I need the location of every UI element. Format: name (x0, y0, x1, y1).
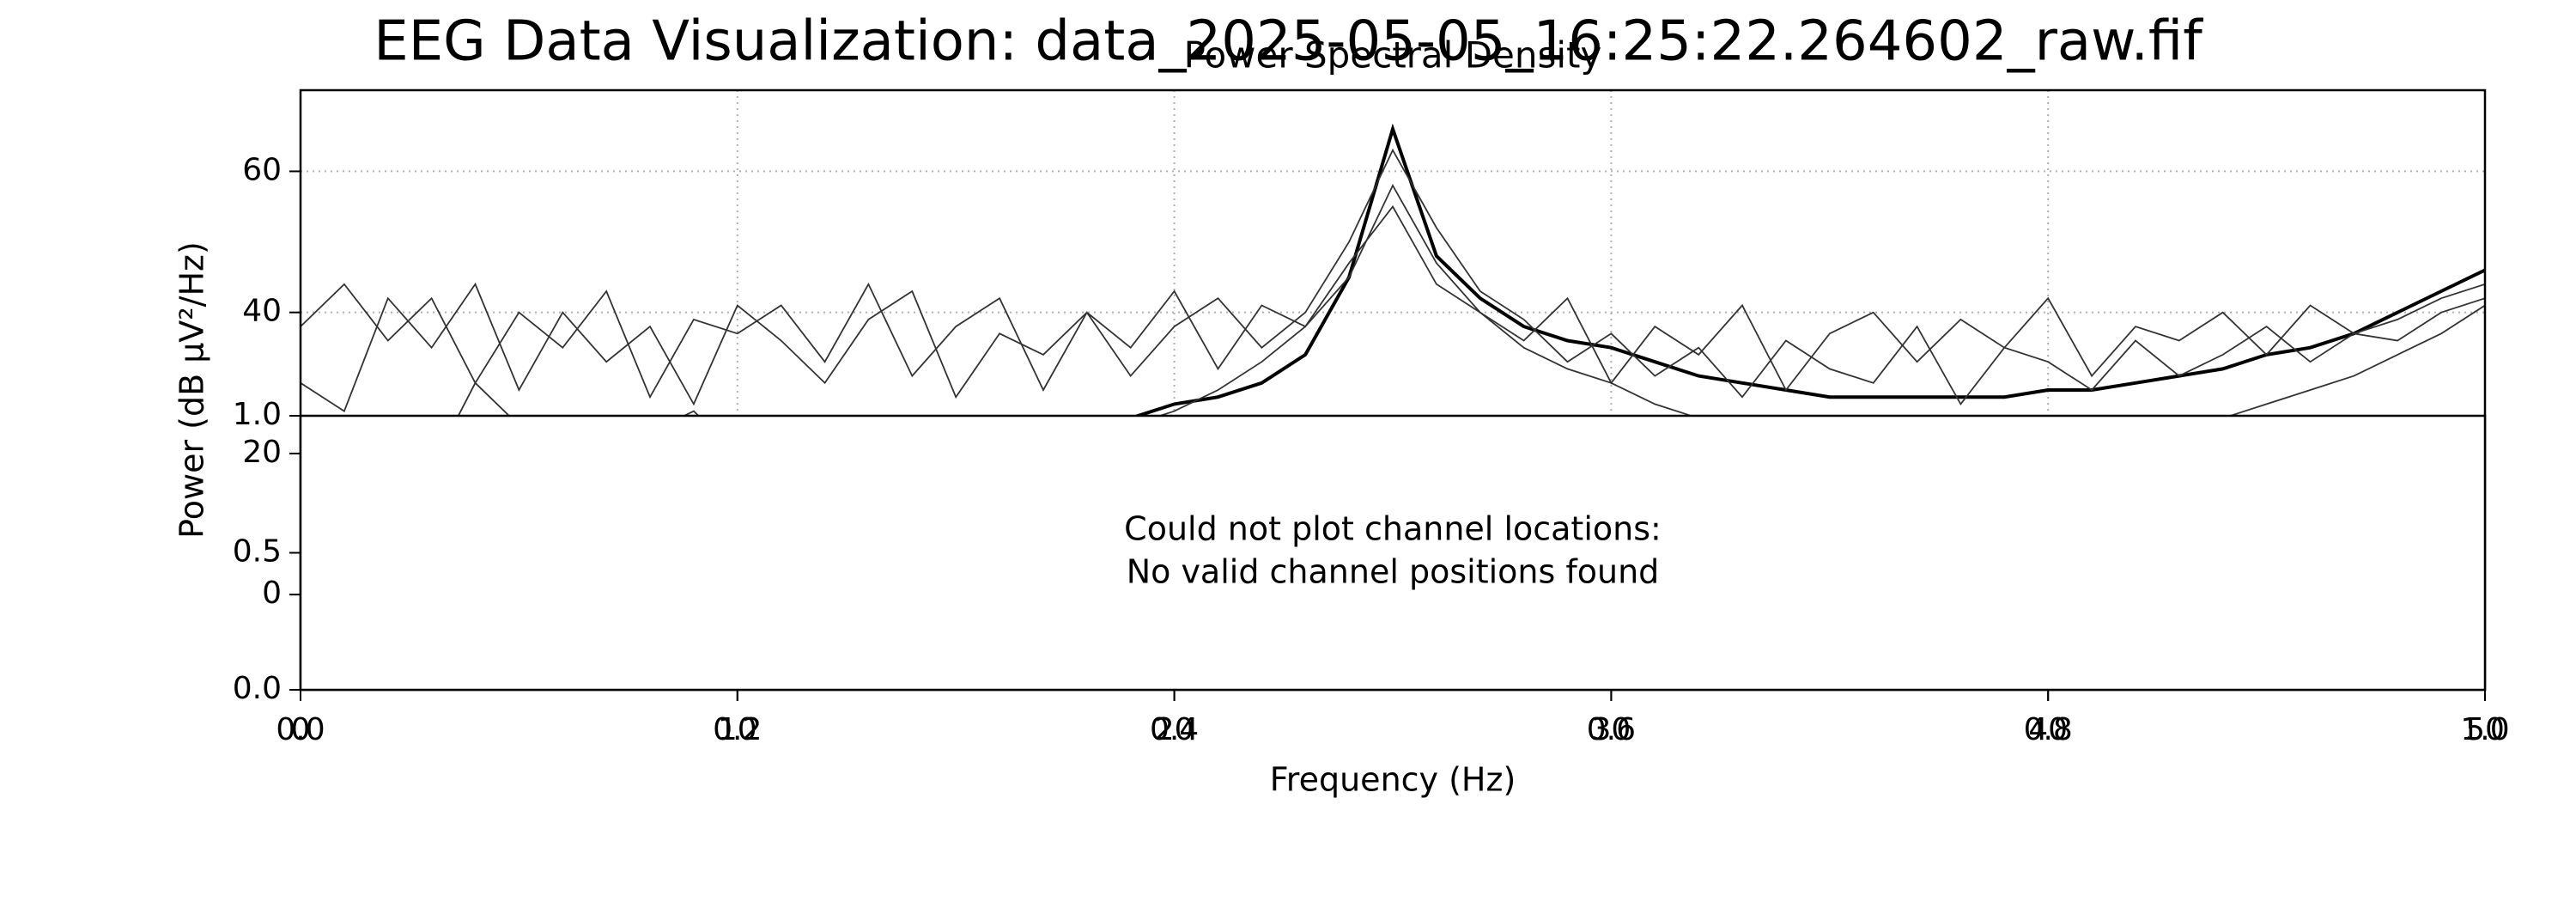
psd-line (301, 123, 2485, 463)
y-tick-label: 1.0 (233, 397, 282, 432)
suptitle: EEG Data Visualization: data_2025-05-05_… (374, 10, 2203, 74)
y-tick-label: 60 (242, 152, 282, 187)
x-tick-label: 0.2 (713, 712, 762, 747)
axes-title: Power Spectral Density (1184, 34, 1602, 76)
y-tick-label: 0.5 (233, 534, 282, 570)
x-tick-label: 0.0 (276, 712, 325, 747)
y-axis-label: Power (dB µV²/Hz) (173, 241, 211, 539)
x-axis-label: Frequency (Hz) (1270, 761, 1516, 799)
x-tick-label: 50 (2465, 712, 2505, 747)
x-tick-label: 20 (1155, 712, 1194, 747)
y-tick-label: 0 (262, 576, 282, 611)
axes-background (299, 414, 2487, 692)
x-tick-label: 0.4 (1150, 712, 1199, 747)
psd-line (301, 148, 2485, 412)
x-tick-label: 0.6 (1587, 712, 1636, 747)
x-tick-label: 40 (2028, 712, 2068, 747)
x-tick-label: 1.0 (2460, 712, 2509, 747)
x-tick-label: 0 (291, 712, 311, 747)
x-tick-label: 0.8 (2024, 712, 2073, 747)
x-tick-label: 10 (718, 712, 757, 747)
y-tick-label: 20 (242, 435, 282, 470)
psd-line (301, 204, 2485, 399)
y-tick-label: 40 (242, 294, 282, 329)
annotation: Could not plot channel locations: (1124, 510, 1662, 548)
y-tick-label: 0.0 (233, 671, 282, 706)
annotation: No valid channel positions found (1127, 553, 1660, 591)
x-tick-label: 30 (1591, 712, 1631, 747)
